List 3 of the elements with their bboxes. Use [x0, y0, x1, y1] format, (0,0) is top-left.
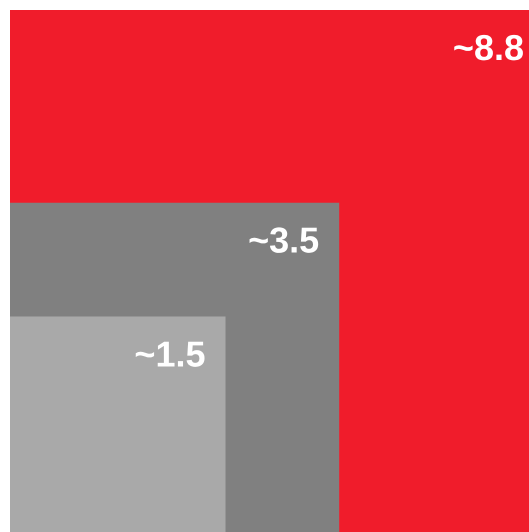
data-label: ~1.5	[134, 333, 206, 374]
data-label: ~3.5	[248, 220, 320, 261]
data-label: ~8.8	[452, 26, 524, 68]
